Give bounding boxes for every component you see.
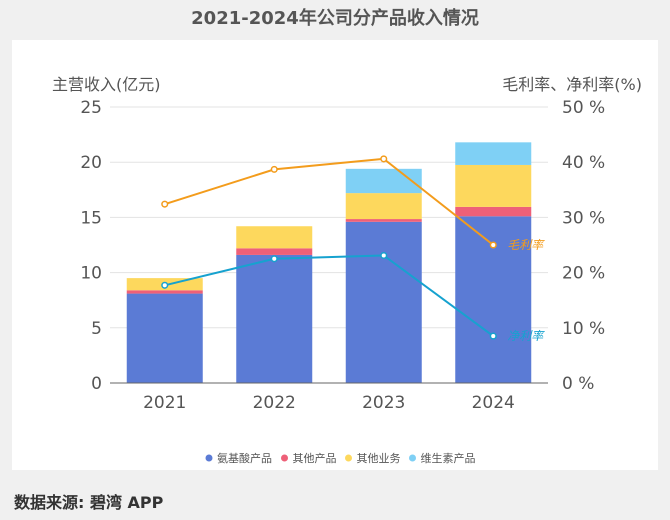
y2-axis-label: 毛利率、净利率(%) (502, 75, 642, 94)
line-point (380, 155, 388, 163)
chart-panel: 0 5 10 15 20 25 0 % 10 % 20 % 30 % 40 % 50 % 主营收入(亿元… (12, 40, 658, 470)
y-tick-label: 25 (80, 98, 102, 118)
bar-segment (236, 248, 313, 255)
legend-label: 其他产品 (293, 451, 337, 465)
bar-segment (345, 219, 422, 222)
line-point (380, 251, 388, 260)
y-axis-label: 主营收入(亿元) (52, 75, 161, 94)
legend-label: 其他业务 (357, 452, 401, 465)
line-point (489, 241, 497, 249)
x-tick-label: 2021 (143, 393, 186, 413)
line-point (270, 165, 278, 173)
line-point (270, 255, 278, 263)
y2-tick-label: 30 % (562, 208, 605, 228)
bar-segment (126, 293, 203, 383)
legend-marker (205, 454, 213, 462)
bar-segment (345, 221, 422, 383)
legend-marker (281, 454, 288, 462)
source-note: 数据来源: 碧湾 APP (14, 493, 164, 512)
line-point (489, 332, 497, 340)
legend-marker (409, 454, 416, 462)
y2-tick-label: 10 % (562, 319, 605, 339)
bar-segment (455, 164, 532, 207)
line-end-label: 净利率 (507, 329, 545, 343)
x-tick-label: 2022 (253, 393, 296, 413)
y2-tick-label: 0 % (562, 374, 594, 394)
bar-segment (345, 168, 422, 194)
x-tick-label: 2024 (472, 393, 515, 413)
bar-segment (455, 142, 532, 165)
y-tick-label: 15 (80, 208, 102, 228)
line-series (164, 254, 494, 337)
y-tick-label: 5 (91, 319, 102, 339)
line-series (164, 157, 494, 246)
bar-segment (345, 193, 422, 220)
y-tick-label: 20 (80, 153, 102, 173)
bar-segment (455, 206, 532, 217)
y-tick-label: 10 (80, 264, 102, 284)
chart-title: 2021-2024年公司分产品收入情况 (191, 8, 479, 29)
line-point (161, 281, 169, 289)
bar-segment (126, 290, 203, 294)
legend-marker (345, 454, 352, 462)
bar-segment (236, 254, 313, 383)
legend-label: 维生素产品 (421, 451, 476, 465)
line-end-label: 毛利率 (507, 238, 545, 252)
y-tick-label: 0 (91, 374, 102, 394)
chart: 0 5 10 15 20 25 0 % 10 % 20 % 30 % 40 % 50 % 主营收入(亿元… (52, 75, 642, 465)
y2-tick-label: 20 % (562, 264, 605, 284)
y2-tick-label: 40 % (562, 153, 605, 173)
x-tick-label: 2023 (362, 393, 405, 413)
legend-label: 氨基酸产品 (217, 451, 272, 465)
y2-tick-label: 50 % (562, 98, 605, 118)
bar-segment (236, 226, 313, 249)
line-point (161, 200, 169, 208)
